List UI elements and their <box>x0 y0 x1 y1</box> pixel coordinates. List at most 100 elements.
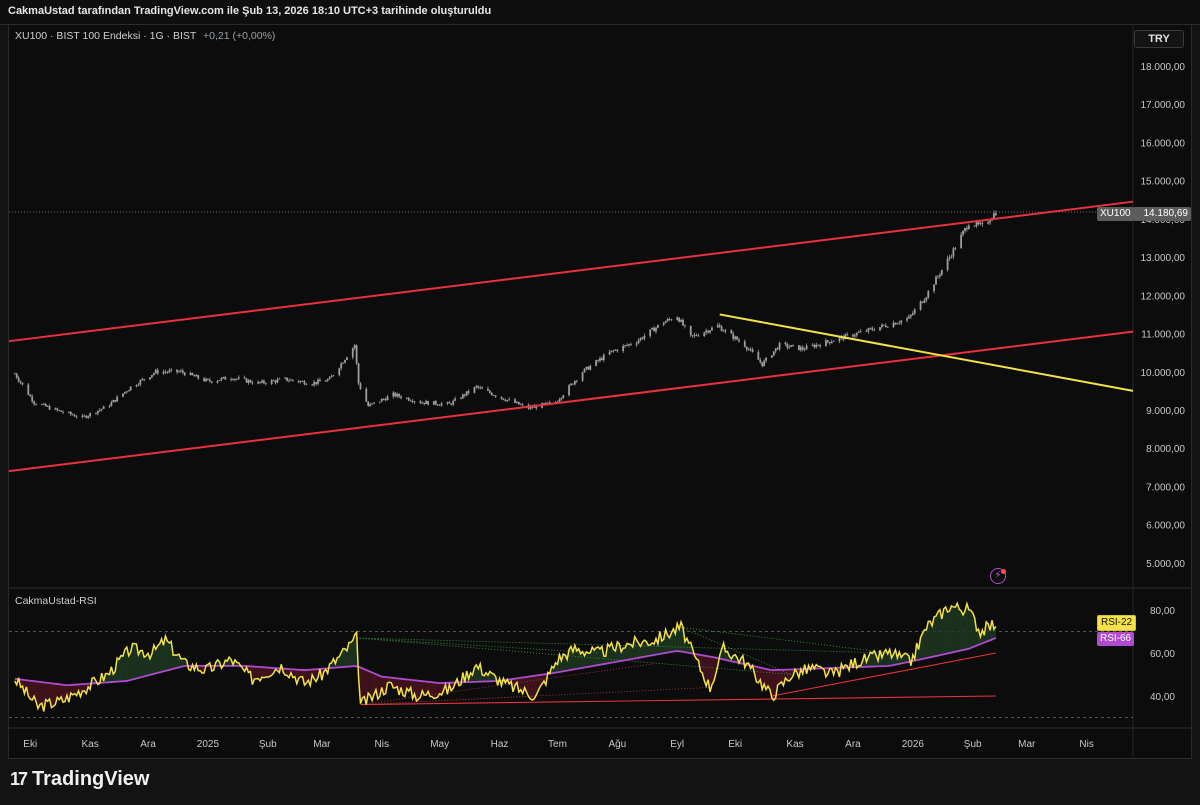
rsi-fill-down <box>414 680 417 702</box>
candle <box>123 391 126 394</box>
candle <box>757 352 760 360</box>
channel-upper[interactable] <box>8 200 1134 343</box>
candle <box>438 405 441 406</box>
candle <box>884 325 887 327</box>
candle <box>156 369 159 374</box>
candle <box>355 345 358 364</box>
time-axis-label: Ağu <box>608 739 626 750</box>
attribution-text: CakmaUstad tarafından TradingView.com il… <box>8 5 492 17</box>
candle <box>724 330 727 332</box>
rsi-fill-down <box>362 668 365 699</box>
indicator-legend[interactable]: CakmaUstad-RSI <box>15 595 97 607</box>
tradingview-logo[interactable]: 17 TradingView <box>10 768 149 791</box>
candle <box>398 393 401 397</box>
rsi-fill-up <box>178 654 181 668</box>
channel-lower[interactable] <box>8 330 1134 473</box>
candle <box>17 377 20 382</box>
time-axis-label: Mar <box>1018 739 1036 750</box>
candle <box>935 276 937 285</box>
candle <box>48 406 51 410</box>
candle <box>799 347 802 351</box>
candle <box>869 328 872 329</box>
rsi-fill-up <box>155 645 158 674</box>
candle <box>529 406 532 409</box>
candle <box>305 384 308 386</box>
time-axis-label: May <box>430 739 449 750</box>
chart-canvas[interactable]: 18.000,0017.000,0016.000,0015.000,0014.0… <box>0 0 1200 760</box>
rsi-fill-up <box>947 611 950 654</box>
candle <box>906 318 908 321</box>
candle <box>232 379 234 381</box>
rsi-fill-down <box>528 676 531 700</box>
candle <box>761 362 764 367</box>
candle <box>718 325 721 327</box>
rsi-fill-up <box>607 644 610 664</box>
candle <box>504 399 507 401</box>
candle <box>116 396 119 402</box>
symbol-legend[interactable]: XU100 · BIST 100 Endeksi · 1G · BIST +0,… <box>15 30 275 42</box>
currency-button[interactable]: TRY <box>1134 30 1184 48</box>
rsi-fill-down <box>285 668 288 676</box>
rsi-fill-up <box>671 628 674 652</box>
candle <box>207 378 209 380</box>
rsi-fill-down <box>198 665 201 671</box>
candle <box>772 351 775 356</box>
lightning-alert-icon[interactable]: ⚡ <box>990 568 1006 584</box>
candle <box>317 379 319 384</box>
rsi-fill-up <box>350 640 353 667</box>
rsi-fill-up <box>988 623 991 642</box>
price-axis-label: 18.000,00 <box>1141 62 1186 73</box>
candle <box>338 368 341 376</box>
candle <box>778 342 781 350</box>
candle <box>245 378 248 383</box>
price-change: +0,21 (+0,00%) <box>203 30 276 42</box>
rsi-fill-up <box>576 648 579 669</box>
candle <box>102 406 105 409</box>
rsi-66-line[interactable] <box>14 637 997 687</box>
candle <box>703 332 706 337</box>
rsi-fill-down <box>711 656 714 685</box>
candle <box>315 382 317 384</box>
alert-dot-icon <box>1001 569 1006 574</box>
candle <box>386 396 389 401</box>
rsi-fill-up <box>580 651 583 669</box>
support-2[interactable] <box>771 652 996 697</box>
candle <box>31 396 34 402</box>
candle <box>405 397 408 399</box>
candle <box>977 221 980 224</box>
candle <box>695 334 698 336</box>
support-1[interactable] <box>360 695 996 706</box>
candle <box>58 410 61 411</box>
candle <box>622 345 625 352</box>
candle <box>815 344 818 348</box>
candle <box>303 381 306 385</box>
candle <box>195 375 198 377</box>
candle <box>826 340 829 342</box>
rsi-22-line[interactable] <box>14 601 997 712</box>
candle <box>938 274 941 277</box>
candle <box>216 380 219 383</box>
rsi-fill-up <box>569 646 571 671</box>
candle <box>46 406 49 407</box>
candle <box>853 335 856 337</box>
candle <box>707 330 710 333</box>
candle <box>923 300 926 303</box>
time-axis-label: Ara <box>845 739 861 750</box>
candle <box>838 337 841 342</box>
rsi-fill-up <box>681 621 684 652</box>
rsi-fill-up <box>955 603 958 652</box>
rsi-fill-down <box>256 666 259 679</box>
candle <box>879 327 881 331</box>
brand-name: TradingView <box>32 768 150 790</box>
rsi-fill-up <box>630 644 633 660</box>
candle <box>546 402 549 404</box>
time-axis-label: 2026 <box>902 739 925 750</box>
last-price-tag: 14.180,69 <box>1133 207 1191 221</box>
rsi-fill-up <box>654 638 656 656</box>
candle <box>112 399 115 403</box>
rsi-fill-up <box>943 607 946 655</box>
candle <box>828 341 831 344</box>
trendline[interactable] <box>719 313 1134 392</box>
candle <box>191 372 194 376</box>
rsi-fill-down <box>756 666 759 683</box>
